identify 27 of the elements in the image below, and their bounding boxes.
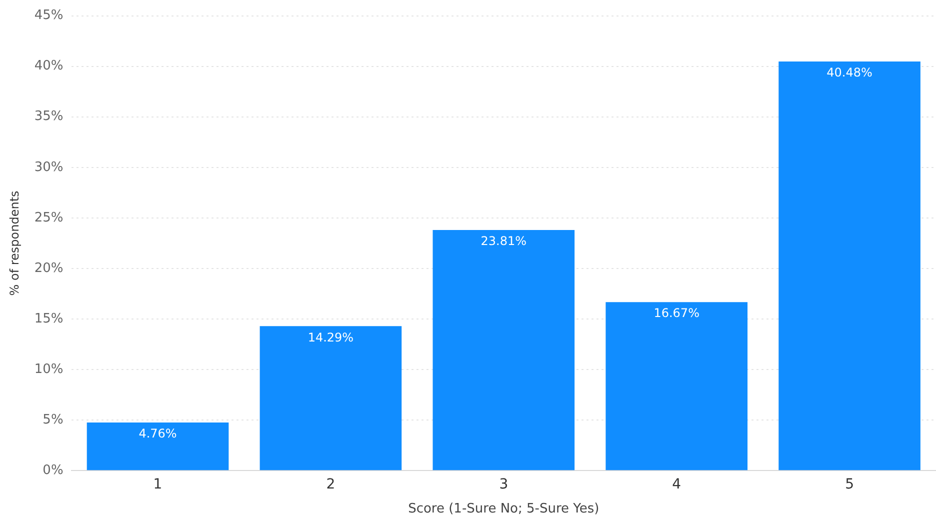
y-tick-label: 45% xyxy=(34,8,64,24)
data-label: 14.29% xyxy=(308,330,354,344)
x-tick-label: 4 xyxy=(672,476,682,493)
x-tick-label: 5 xyxy=(845,476,854,493)
y-tick-label: 5% xyxy=(42,412,64,428)
bar xyxy=(260,326,402,470)
y-axis-title: % of respondents xyxy=(7,190,22,296)
data-label: 16.67% xyxy=(654,306,700,320)
bar xyxy=(778,61,920,470)
x-tick-label: 3 xyxy=(499,476,508,493)
y-tick-label: 10% xyxy=(34,362,64,377)
y-tick-label: 35% xyxy=(34,109,64,124)
data-label: 23.81% xyxy=(480,234,527,248)
data-label: 4.76% xyxy=(138,426,177,441)
y-tick-label: 25% xyxy=(34,210,64,226)
x-tick-label: 2 xyxy=(326,476,336,493)
bar xyxy=(432,230,575,470)
x-tick-label: 1 xyxy=(153,476,162,493)
y-tick-label: 0% xyxy=(42,462,64,478)
bar xyxy=(86,422,229,470)
y-tick-label: 15% xyxy=(34,311,64,326)
x-axis-title: Score (1-Sure No; 5-Sure Yes) xyxy=(408,502,600,517)
y-tick-label: 30% xyxy=(34,160,64,175)
y-tick-label: 40% xyxy=(34,58,64,74)
y-tick-label: 20% xyxy=(34,260,64,276)
bar xyxy=(606,302,748,470)
data-label: 40.48% xyxy=(826,66,872,80)
